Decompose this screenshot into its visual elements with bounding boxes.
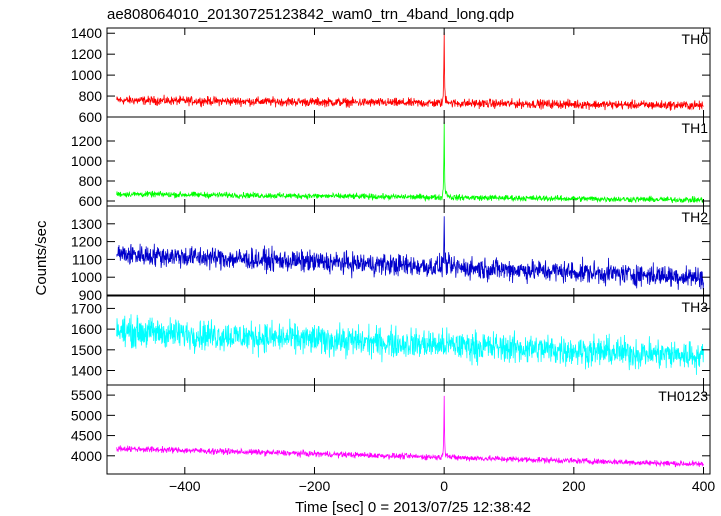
y-tick-label: 1400	[71, 25, 102, 41]
y-tick-label: 1000	[71, 67, 102, 83]
y-tick-label: 1000	[71, 153, 102, 169]
series-line-th0123	[116, 395, 704, 468]
x-tick-label: 200	[562, 478, 586, 494]
x-tick-label: 400	[692, 478, 716, 494]
panels-group: 600 800 1000 1200 1400 TH0 600 800 1000 1200 TH1 90…	[71, 25, 716, 494]
y-tick-label: 5000	[71, 407, 102, 423]
panel-label-th0123: TH0123	[658, 388, 708, 404]
y-tick-label: 1200	[71, 133, 102, 149]
panel-label-th2: TH2	[682, 209, 709, 225]
panel-frame-th0123	[106, 384, 711, 475]
y-tick-label: 5500	[71, 387, 102, 403]
y-tick-label: 600	[79, 109, 103, 125]
panel-label-th0: TH0	[682, 31, 709, 47]
y-tick-label: 800	[79, 88, 103, 104]
y-tick-label: 1000	[71, 269, 102, 285]
series-line-th0	[116, 32, 704, 111]
y-tick-label: 800	[79, 173, 103, 189]
y-tick-label: 1400	[71, 363, 102, 379]
y-tick-label: 1200	[71, 234, 102, 250]
x-tick-label: −200	[299, 478, 331, 494]
chart-title: ae808064010_20130725123842_wam0_trn_4ban…	[107, 6, 514, 23]
series-line-th2	[116, 216, 704, 290]
x-axis-label: Time [sec] 0 = 2013/07/25 12:38:42	[295, 499, 531, 516]
panel-frame-th2	[106, 205, 711, 296]
y-tick-label: 4000	[71, 448, 102, 464]
y-tick-label: 1600	[71, 321, 102, 337]
y-tick-label: 1100	[72, 251, 102, 267]
series-line-th1	[116, 121, 704, 204]
panel-frame-th1	[106, 116, 711, 207]
y-axis-label: Counts/sec	[33, 220, 50, 296]
x-tick-label: 0	[440, 478, 448, 494]
panel-label-th3: TH3	[682, 299, 709, 315]
y-tick-label: 1300	[71, 216, 102, 232]
y-tick-label: 4500	[71, 428, 102, 444]
y-tick-label: 900	[79, 287, 103, 303]
y-tick-label: 1200	[71, 46, 102, 62]
series-line-th3	[116, 314, 704, 375]
panel-frame-th3	[106, 295, 711, 386]
y-tick-label: 1700	[71, 300, 102, 316]
panel-label-th1: TH1	[682, 120, 709, 136]
x-tick-label: −400	[169, 478, 201, 494]
y-tick-label: 1500	[71, 342, 102, 358]
y-tick-label: 600	[79, 193, 103, 209]
